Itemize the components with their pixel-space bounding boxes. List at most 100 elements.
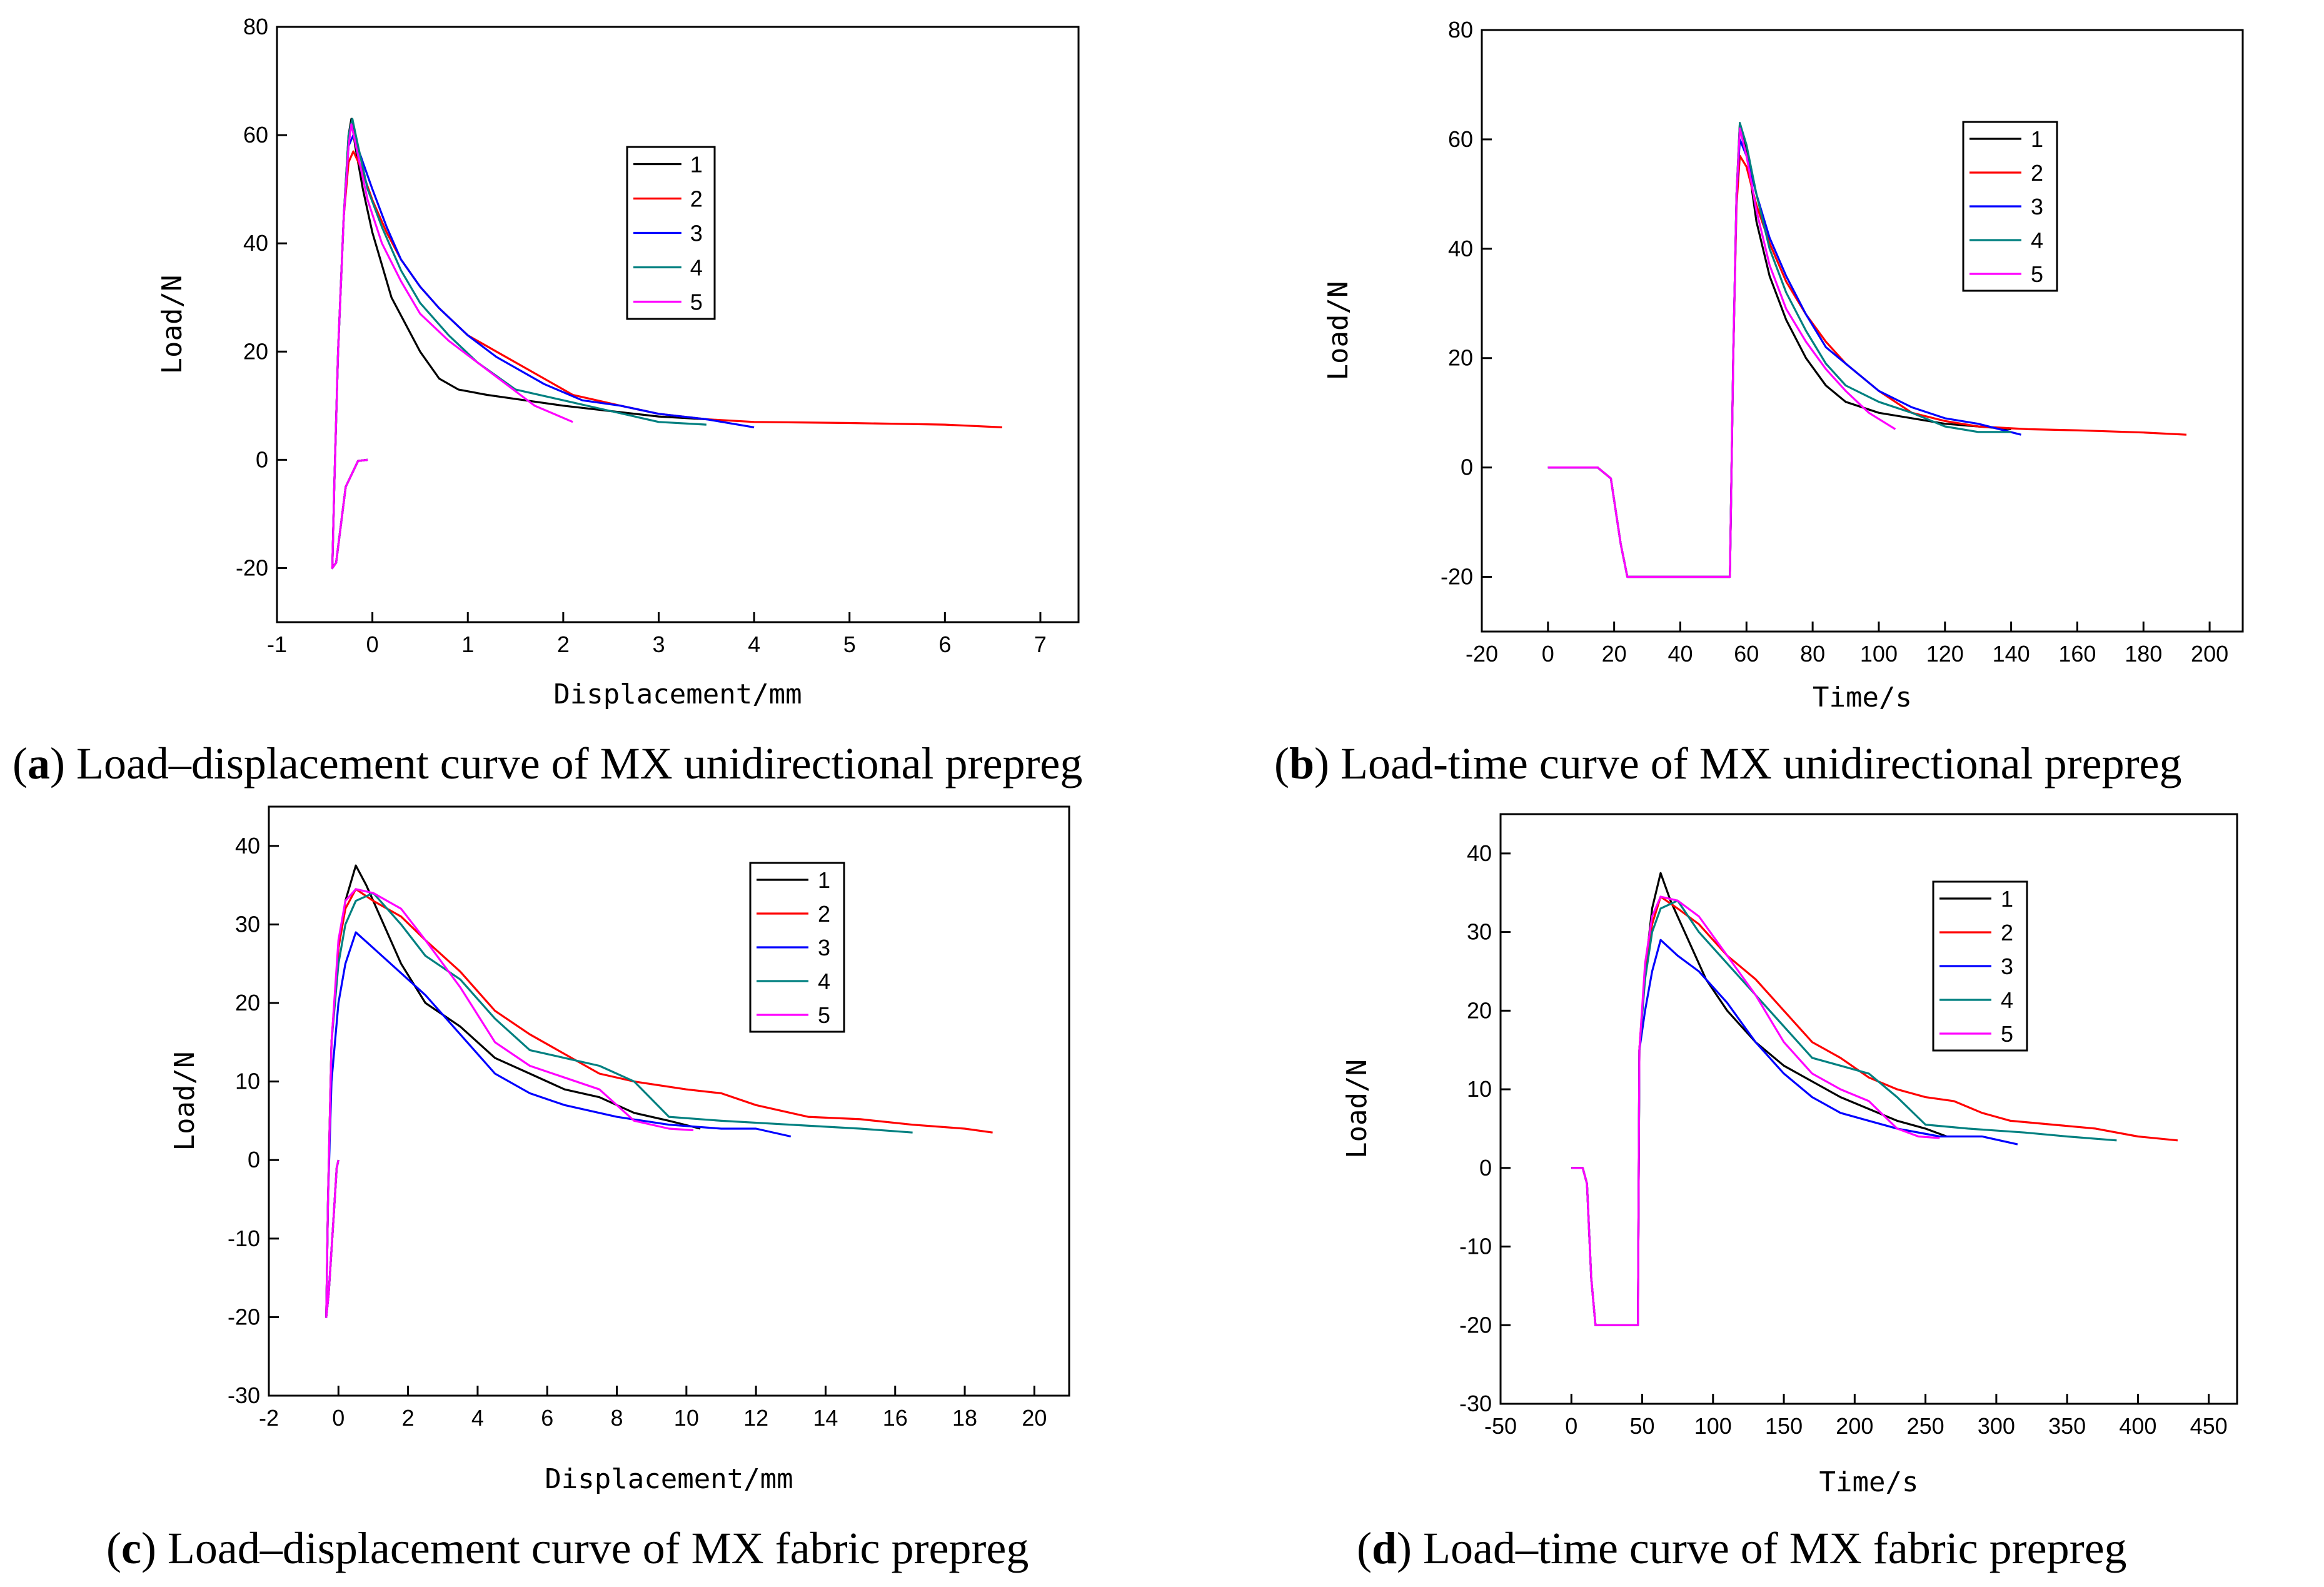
legend-label: 3 — [690, 221, 703, 246]
figure-caption: (b) Load-time curve of MX unidirectional… — [1274, 738, 2182, 788]
x-tick-label: 200 — [1836, 1413, 1873, 1439]
legend-label: 2 — [690, 186, 703, 212]
legend-label: 1 — [2001, 886, 2013, 912]
plot-frame — [276, 26, 1080, 623]
y-tick-label: 20 — [1467, 997, 1492, 1023]
x-tick-label: 20 — [1022, 1405, 1047, 1431]
y-tick-label: -10 — [1459, 1234, 1492, 1259]
legend-label: 3 — [2001, 954, 2013, 979]
y-axis-title: Load/N — [169, 1052, 201, 1151]
figure-caption: (c) Load–displacement curve of MX fabric… — [106, 1523, 1029, 1573]
y-tick-label: -10 — [228, 1226, 260, 1251]
y-tick-label: 80 — [243, 14, 268, 39]
x-tick-label: 7 — [1034, 632, 1047, 657]
legend-label: 4 — [2001, 987, 2013, 1013]
y-tick-label: 20 — [243, 338, 268, 364]
x-tick-label: 60 — [1734, 641, 1759, 667]
y-tick-label: 0 — [1461, 455, 1473, 480]
x-tick-label: 180 — [2125, 641, 2162, 667]
y-tick-label: 40 — [235, 833, 260, 859]
series-line-3 — [325, 931, 792, 1318]
y-tick-label: -20 — [236, 555, 268, 580]
y-tick-label: 10 — [1467, 1076, 1492, 1102]
series-line-1 — [1571, 872, 1948, 1326]
figure-caption: (a) Load–displacement curve of MX unidir… — [13, 738, 1082, 788]
y-tick-label: 30 — [235, 911, 260, 937]
x-tick-label: 2 — [557, 632, 570, 657]
x-tick-label: 8 — [611, 1405, 623, 1431]
x-tick-label: 400 — [2119, 1413, 2156, 1439]
x-tick-label: 350 — [2048, 1413, 2086, 1439]
x-tick-label: 100 — [1694, 1413, 1732, 1439]
legend-label: 2 — [2031, 160, 2043, 186]
x-tick-label: 6 — [541, 1405, 553, 1431]
legend: 1 2 3 4 5 — [749, 862, 845, 1033]
x-tick-label: -1 — [267, 632, 287, 657]
series-line-1 — [1547, 122, 2011, 578]
legend-label: 4 — [2031, 228, 2043, 253]
x-tick-label: 4 — [471, 1405, 484, 1431]
x-tick-label: 14 — [813, 1405, 838, 1431]
y-tick-label: 0 — [248, 1147, 260, 1172]
series-line-3 — [1547, 138, 2021, 578]
x-tick-label: 300 — [1978, 1413, 2015, 1439]
plot-frame — [1481, 29, 2244, 633]
x-tick-label: -50 — [1484, 1413, 1517, 1439]
chart-panel-b: -20 0 20 40 60 80 100 120 140 160 180 200-200204060… — [1274, 17, 2244, 788]
legend-label: 5 — [2031, 261, 2043, 287]
x-tick-label: 150 — [1765, 1413, 1803, 1439]
y-tick-label: -30 — [228, 1383, 260, 1408]
y-tick-label: 60 — [243, 122, 268, 148]
chart-panel-c: -2 0 2 4 6 8 10 12 14 16 18 20-30-20-10010203040Dis… — [106, 805, 1070, 1573]
x-tick-label: 250 — [1907, 1413, 1944, 1439]
series-line-5 — [325, 888, 694, 1318]
x-tick-label: 80 — [1800, 641, 1825, 667]
x-tick-label: -20 — [1466, 641, 1498, 667]
x-tick-label: 140 — [1993, 641, 2030, 667]
y-axis-title: Load/N — [156, 275, 188, 375]
legend: 1 2 3 4 5 — [626, 146, 716, 320]
legend-label: 2 — [2001, 920, 2013, 945]
x-axis-title: Time/s — [1813, 682, 1912, 713]
x-axis-title: Time/s — [1819, 1466, 1919, 1498]
x-tick-label: 0 — [1542, 641, 1554, 667]
y-axis-title: Load/N — [1322, 281, 1354, 381]
legend-label: 2 — [818, 901, 830, 927]
y-tick-label: 10 — [235, 1069, 260, 1094]
legend-label: 3 — [2031, 194, 2043, 219]
x-tick-label: 200 — [2191, 641, 2228, 667]
y-axis-title: Load/N — [1341, 1059, 1373, 1159]
x-tick-label: 6 — [938, 632, 951, 657]
y-tick-label: -20 — [228, 1304, 260, 1329]
y-tick-label: -20 — [1459, 1312, 1492, 1338]
x-tick-label: 4 — [748, 632, 760, 657]
x-tick-label: 12 — [743, 1405, 768, 1431]
legend-label: 1 — [2031, 126, 2043, 152]
legend-label: 1 — [818, 867, 830, 893]
x-tick-label: 20 — [1602, 641, 1627, 667]
y-tick-label: -20 — [1441, 564, 1473, 590]
x-tick-label: 16 — [883, 1405, 908, 1431]
x-tick-label: 3 — [652, 632, 665, 657]
x-tick-label: 18 — [952, 1405, 977, 1431]
x-tick-label: 120 — [1926, 641, 1964, 667]
legend: 1 2 3 4 5 — [1962, 121, 2058, 292]
legend-label: 1 — [690, 152, 703, 178]
chart-panel-d: -50 0 50 100 150 200 250 300 350 400 450 -30 -20 -10 0… — [1341, 813, 2238, 1573]
y-tick-label: 20 — [235, 990, 260, 1015]
x-tick-label: 1 — [461, 632, 474, 657]
x-tick-label: 2 — [402, 1405, 415, 1431]
x-axis-title: Displacement/mm — [545, 1463, 793, 1495]
x-tick-label: 40 — [1668, 641, 1693, 667]
x-tick-label: 100 — [1860, 641, 1898, 667]
chart-panel-a: -1 0 1 2 3 4 5 6 7 -20 0 20 40 60 80 Displacement/mm Loa… — [13, 14, 1082, 788]
x-axis-title: Displacement/mm — [553, 678, 802, 710]
x-tick-label: 0 — [332, 1405, 345, 1431]
x-tick-label: 0 — [1565, 1413, 1577, 1439]
series-line-4 — [1547, 122, 2011, 578]
x-tick-label: 0 — [366, 632, 379, 657]
series-line-2 — [325, 888, 993, 1318]
y-tick-label: -30 — [1459, 1391, 1492, 1416]
legend-label: 5 — [2001, 1021, 2013, 1047]
